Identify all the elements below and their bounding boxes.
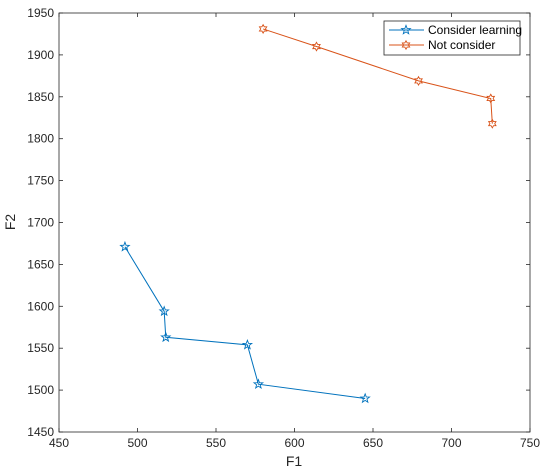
x-tick-label: 550 xyxy=(206,436,226,450)
y-tick-label: 1600 xyxy=(27,299,54,313)
y-tick-label: 1950 xyxy=(27,6,54,20)
data-point xyxy=(241,338,254,350)
x-tick-label: 500 xyxy=(127,436,147,450)
legend-marker xyxy=(400,24,412,35)
x-tick-label: 450 xyxy=(49,436,69,450)
data-point xyxy=(414,75,423,86)
y-tick-label: 1500 xyxy=(27,383,54,397)
legend-label: Consider learning xyxy=(428,23,522,37)
data-point xyxy=(158,305,170,317)
x-tick-label: 650 xyxy=(363,436,383,450)
y-tick-label: 1650 xyxy=(27,257,54,271)
y-tick-label: 1750 xyxy=(27,174,54,188)
data-point xyxy=(252,378,265,390)
y-tick-label: 1850 xyxy=(27,90,54,104)
series-line xyxy=(262,28,493,124)
data-point xyxy=(258,23,268,35)
y-tick-label: 1550 xyxy=(27,341,54,355)
axis-ticks: 450 500 550 600 650 700 750 1450 1500 1550 1600 165… xyxy=(27,6,540,450)
legend-marker xyxy=(401,39,411,51)
data-point xyxy=(486,93,496,104)
plot-area xyxy=(58,12,531,433)
x-axis-label: F1 xyxy=(286,453,303,469)
y-tick-label: 1900 xyxy=(27,48,54,62)
series-line xyxy=(124,246,366,399)
data-point xyxy=(119,240,131,252)
data-point xyxy=(312,41,321,52)
y-tick-label: 1700 xyxy=(27,216,54,230)
x-tick-label: 600 xyxy=(284,436,304,450)
data-point xyxy=(160,331,172,343)
y-tick-label: 1800 xyxy=(27,132,54,146)
data-point xyxy=(487,118,497,129)
series-layer xyxy=(119,23,497,404)
x-tick-label: 700 xyxy=(441,436,461,450)
data-point xyxy=(359,392,371,404)
x-tick-label: 750 xyxy=(520,436,540,450)
legend-label: Not consider xyxy=(428,38,495,52)
series-1 xyxy=(119,240,371,404)
series-2 xyxy=(258,23,497,129)
y-tick-label: 1450 xyxy=(27,425,54,439)
y-axis-label: F2 xyxy=(2,214,18,231)
